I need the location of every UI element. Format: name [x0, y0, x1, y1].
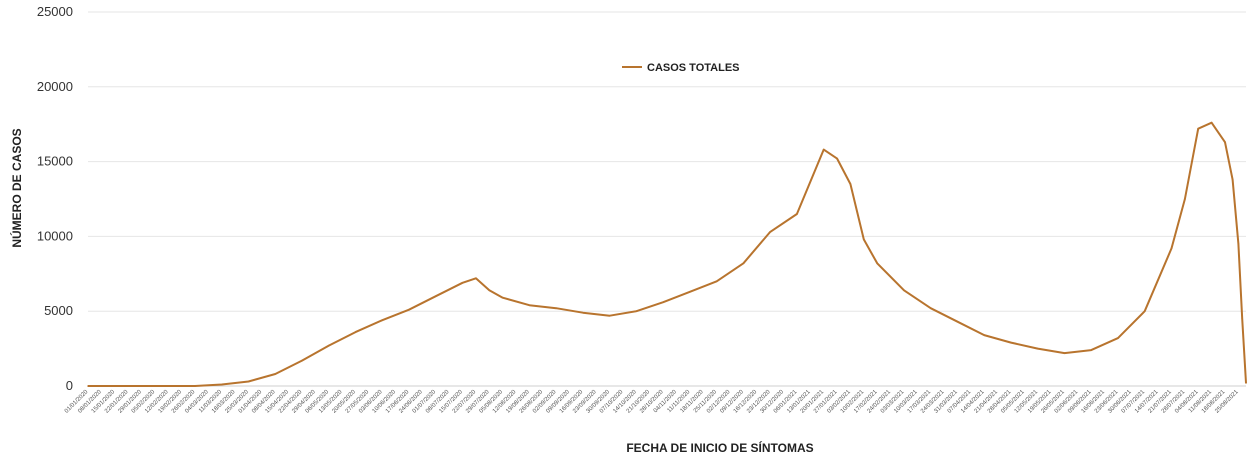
data-point — [1231, 178, 1234, 181]
y-tick-label: 25000 — [37, 4, 73, 19]
data-point — [274, 373, 277, 375]
data-point — [876, 262, 878, 265]
data-point — [461, 282, 464, 284]
data-point — [1197, 127, 1199, 130]
x-axis-title: FECHA DE INICIO DE SÍNTOMAS — [626, 440, 813, 455]
data-point — [501, 296, 504, 299]
data-point — [528, 304, 531, 307]
data-point — [956, 320, 959, 323]
data-point — [836, 157, 838, 160]
data-point — [1241, 317, 1243, 320]
y-tick-label: 15000 — [37, 154, 73, 169]
data-point — [715, 280, 718, 283]
data-point — [689, 291, 691, 293]
data-point — [1036, 347, 1039, 350]
data-point — [1063, 352, 1066, 354]
data-point — [863, 238, 865, 241]
data-point — [475, 277, 477, 280]
data-point — [301, 359, 303, 362]
data-point — [408, 308, 410, 311]
data-point — [555, 307, 557, 310]
data-point — [1090, 349, 1092, 351]
data-point — [1210, 121, 1213, 124]
data-point — [796, 213, 798, 215]
data-point — [354, 331, 357, 333]
chart-gridlines — [88, 11, 1246, 312]
data-point — [742, 262, 745, 265]
data-point — [140, 385, 143, 387]
series-line-casos-totales — [88, 121, 1247, 387]
data-point — [1143, 310, 1146, 313]
data-point — [903, 289, 905, 292]
data-point — [1010, 341, 1012, 344]
data-point — [635, 310, 638, 313]
data-point — [1170, 247, 1173, 250]
legend: CASOS TOTALES — [622, 62, 740, 74]
data-point — [247, 380, 250, 383]
data-point — [194, 385, 196, 387]
data-point — [488, 289, 491, 292]
x-axis-tick-labels: 01/01/202008/01/202015/01/202022/01/2020… — [64, 389, 1240, 415]
data-point — [929, 307, 932, 310]
data-point — [1245, 382, 1247, 384]
y-axis-tick-labels: 0 5000 10000 15000 20000 25000 — [37, 4, 73, 393]
data-point — [381, 319, 384, 322]
data-point — [983, 334, 985, 336]
data-point — [1224, 141, 1226, 143]
data-point — [1184, 198, 1186, 200]
data-point — [1237, 243, 1240, 245]
data-point — [662, 301, 664, 304]
data-point — [608, 314, 611, 317]
data-point — [87, 385, 89, 387]
y-axis-title: NÚMERO DE CASOS — [9, 128, 24, 247]
data-point — [1117, 337, 1119, 339]
data-point — [582, 311, 584, 314]
data-point — [769, 231, 771, 233]
y-tick-label: 0 — [66, 378, 73, 393]
data-point — [849, 183, 852, 185]
data-point — [328, 344, 330, 347]
legend-label-casos-totales: CASOS TOTALES — [647, 62, 740, 74]
data-point — [435, 295, 437, 298]
y-tick-label: 5000 — [44, 303, 73, 318]
series-layer — [87, 121, 1247, 387]
y-tick-label: 10000 — [37, 228, 73, 243]
y-tick-label: 20000 — [37, 79, 73, 94]
data-point — [822, 148, 825, 151]
data-point — [221, 383, 223, 386]
